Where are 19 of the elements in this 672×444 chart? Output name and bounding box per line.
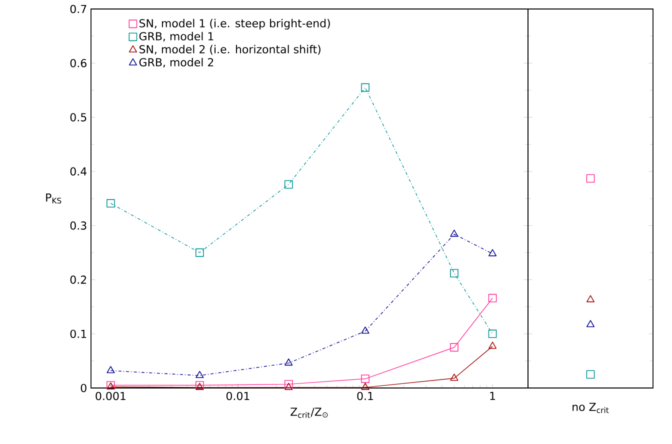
x-tick-label: 0.01	[226, 392, 250, 400]
legend-label: GRB, model 2	[139, 58, 214, 68]
y-tick-label: 0.4	[70, 167, 87, 176]
y-tick-label: 0.3	[70, 221, 86, 230]
x-tick-label: 0.1	[357, 392, 373, 400]
x-axis-title: Z$_{crit}$/Z$_{⊙}$	[290, 408, 328, 418]
y-tick-label: 0	[80, 384, 86, 392]
y-tick-label: 0.7	[70, 4, 86, 14]
y-tick-label: 0.2	[70, 276, 86, 284]
legend-label: SN, model 2 (i.e. horizontal shift)	[139, 44, 320, 55]
x-tick-label: no Z$_{crit}$	[572, 402, 609, 414]
x-tick-label: 0.001	[96, 392, 126, 400]
y-axis-title: P$_{KS}$	[46, 193, 62, 204]
y-tick-label: 0.6	[70, 58, 86, 68]
x-tick-label: 1	[490, 392, 495, 400]
y-tick-label: 0.5	[70, 113, 86, 122]
legend-label: GRB, model 1	[139, 32, 214, 42]
legend-label: SN, model 1 (i.e. steep bright-end)	[139, 18, 330, 30]
y-tick-label: 0.1	[70, 330, 86, 338]
